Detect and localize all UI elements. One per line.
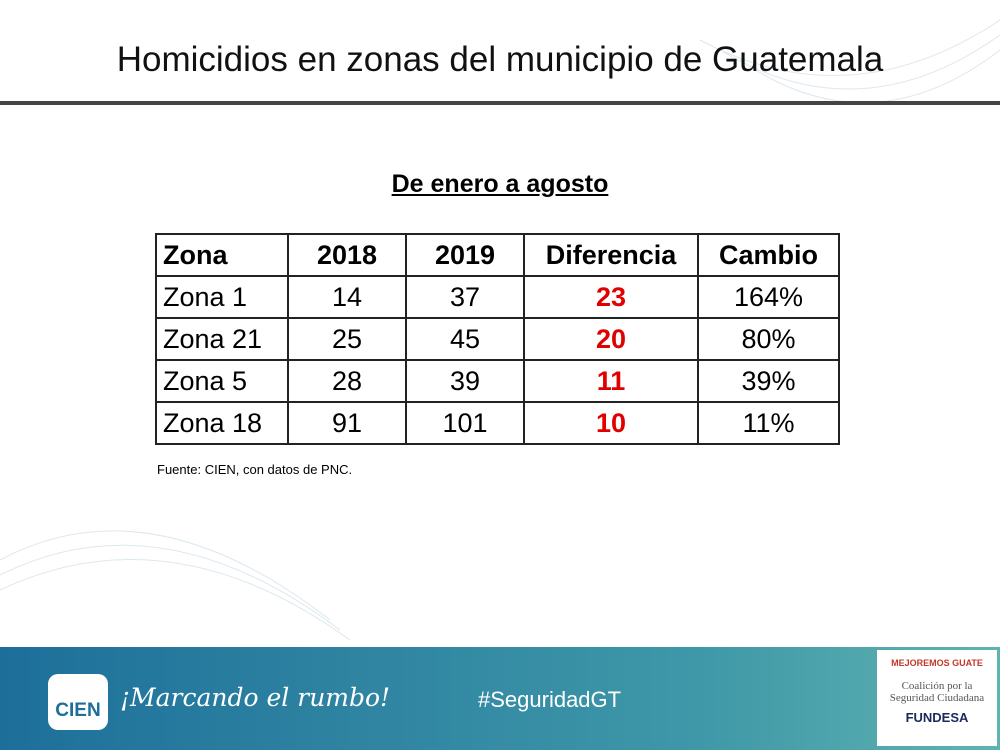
table-cell: 164% (697, 275, 840, 319)
table-row: Zona 1 14 37 23 164% (155, 275, 840, 319)
table-cell: 10 (523, 401, 699, 445)
subtitle: De enero a agosto (391, 170, 609, 198)
table-row: Zona 18 91 101 10 11% (155, 401, 840, 445)
header-row: Zona 2018 2019 Diferencia Cambio (155, 233, 840, 277)
source-note: Fuente: CIEN, con datos de PNC. (157, 462, 353, 477)
table-cell: 101 (405, 401, 525, 445)
partner-coalition: Coalición por la Seguridad Ciudadana (889, 680, 985, 704)
table-body: Zona 1 14 37 23 164% Zona 21 25 45 20 80% Zona 5 28… (155, 275, 840, 445)
table-cell: 11 (523, 359, 699, 403)
table-cell: Zona 21 (155, 317, 289, 361)
table-cell: 91 (287, 401, 407, 445)
column-header: 2018 (287, 233, 407, 277)
column-header: Cambio (697, 233, 840, 277)
partner-brand: MEJOREMOS GUATE (891, 658, 983, 668)
column-header: Zona (155, 233, 289, 277)
table-cell: Zona 18 (155, 401, 289, 445)
hashtag: #SeguridadGT (478, 687, 622, 712)
table-cell: 39% (697, 359, 840, 403)
partner-logo: MEJOREMOS GUATE Coalición por la Segurid… (877, 650, 997, 746)
table-cell: 45 (405, 317, 525, 361)
column-header: Diferencia (523, 233, 699, 277)
slogan: ¡Marcando el rumbo! (120, 683, 391, 712)
title-rule (0, 101, 1000, 105)
title: Homicidios en zonas del municipio de Gua… (116, 40, 884, 79)
table-cell: 14 (287, 275, 407, 319)
table-cell: 37 (405, 275, 525, 319)
table-cell: 39 (405, 359, 525, 403)
table-cell: 80% (697, 317, 840, 361)
table-cell: 23 (523, 275, 699, 319)
table-cell: 11% (697, 401, 840, 445)
footer: CIEN ¡Marcando el rumbo! #SeguridadGT ME… (0, 647, 1000, 750)
table-row: Zona 5 28 39 11 39% (155, 359, 840, 403)
column-header: 2019 (405, 233, 525, 277)
table-cell: 20 (523, 317, 699, 361)
table-cell: Zona 1 (155, 275, 289, 319)
data-table: Zona 2018 2019 Diferencia Cambio Zona 1 14 37 2… (155, 233, 840, 445)
cien-logo: CIEN (48, 674, 108, 730)
table-cell: 25 (287, 317, 407, 361)
table-row: Zona 21 25 45 20 80% (155, 317, 840, 361)
table-cell: 28 (287, 359, 407, 403)
table-cell: Zona 5 (155, 359, 289, 403)
partner-org: FUNDESA (905, 710, 969, 725)
